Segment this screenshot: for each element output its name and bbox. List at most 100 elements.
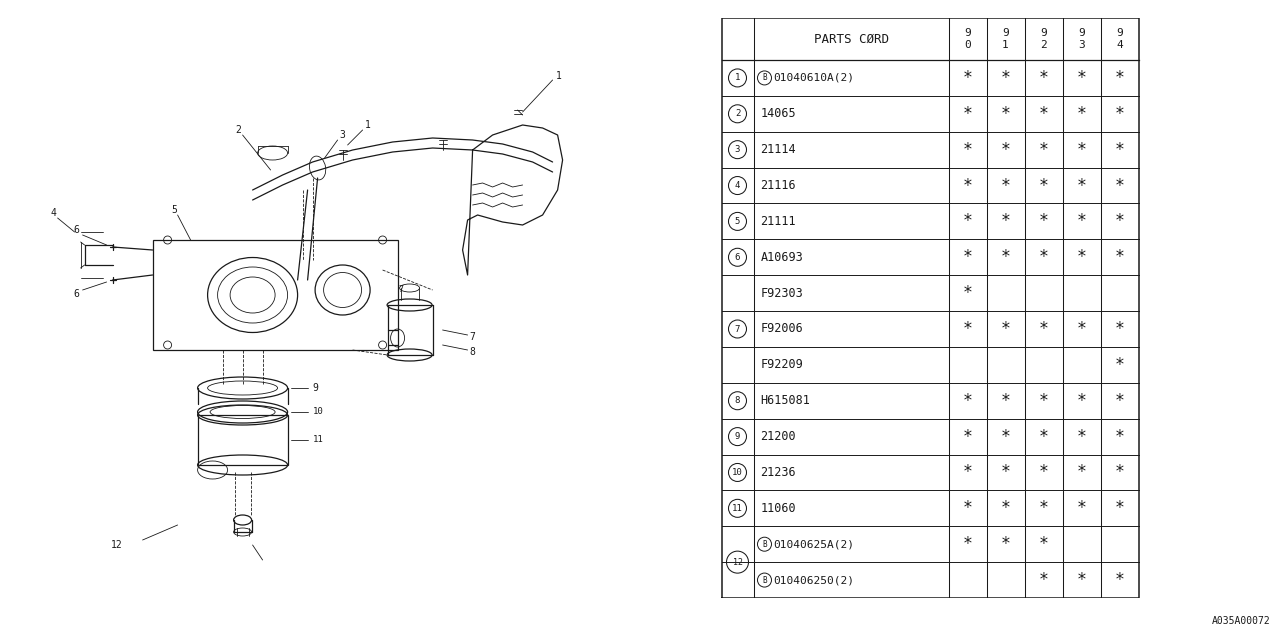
- Text: *: *: [1038, 428, 1048, 445]
- Text: *: *: [1038, 571, 1048, 589]
- Text: *: *: [1115, 320, 1125, 338]
- Text: *: *: [1001, 141, 1010, 159]
- Text: *: *: [1115, 141, 1125, 159]
- Text: B: B: [762, 575, 767, 584]
- Text: *: *: [1001, 105, 1010, 123]
- Text: 9
0: 9 0: [964, 28, 970, 50]
- Text: B: B: [762, 540, 767, 548]
- Text: *: *: [1001, 392, 1010, 410]
- Text: 10: 10: [732, 468, 742, 477]
- Text: F92303: F92303: [760, 287, 804, 300]
- Text: 2: 2: [236, 125, 242, 135]
- Text: *: *: [1001, 428, 1010, 445]
- Text: *: *: [1038, 463, 1048, 481]
- Text: 8: 8: [735, 396, 740, 405]
- Text: 9
2: 9 2: [1041, 28, 1047, 50]
- Text: *: *: [1115, 356, 1125, 374]
- Text: *: *: [1001, 535, 1010, 553]
- Text: *: *: [1038, 177, 1048, 195]
- Text: *: *: [1038, 69, 1048, 87]
- Text: *: *: [1001, 69, 1010, 87]
- Text: *: *: [1038, 535, 1048, 553]
- Text: 9: 9: [735, 432, 740, 441]
- Text: 10: 10: [312, 408, 324, 417]
- Text: 010406250(2): 010406250(2): [773, 575, 855, 585]
- Text: *: *: [1001, 248, 1010, 266]
- Text: *: *: [1115, 105, 1125, 123]
- Text: 21114: 21114: [760, 143, 796, 156]
- Text: *: *: [963, 69, 973, 87]
- Text: 9
4: 9 4: [1116, 28, 1123, 50]
- Text: 9: 9: [312, 383, 319, 393]
- Text: *: *: [1115, 177, 1125, 195]
- Text: 2: 2: [735, 109, 740, 118]
- Text: F92006: F92006: [760, 323, 804, 335]
- Text: *: *: [963, 428, 973, 445]
- Text: *: *: [1076, 69, 1087, 87]
- Text: B: B: [762, 74, 767, 83]
- Text: *: *: [1001, 212, 1010, 230]
- Text: 21116: 21116: [760, 179, 796, 192]
- Text: *: *: [1038, 105, 1048, 123]
- Text: *: *: [1076, 392, 1087, 410]
- Text: *: *: [1076, 248, 1087, 266]
- Text: 8: 8: [470, 347, 476, 357]
- Text: 9
1: 9 1: [1002, 28, 1009, 50]
- Text: 11060: 11060: [760, 502, 796, 515]
- Text: *: *: [1038, 248, 1048, 266]
- Text: *: *: [1038, 212, 1048, 230]
- Text: *: *: [1076, 320, 1087, 338]
- Text: *: *: [1038, 499, 1048, 517]
- Text: PARTS CØRD: PARTS CØRD: [814, 33, 888, 45]
- Text: 3: 3: [339, 130, 346, 140]
- Text: 1: 1: [735, 74, 740, 83]
- Text: *: *: [1076, 177, 1087, 195]
- Text: *: *: [1001, 499, 1010, 517]
- Text: *: *: [1001, 177, 1010, 195]
- Text: 21200: 21200: [760, 430, 796, 443]
- Text: 7: 7: [470, 332, 476, 342]
- Text: 6: 6: [74, 289, 79, 299]
- Text: *: *: [1115, 248, 1125, 266]
- Text: *: *: [1076, 212, 1087, 230]
- Text: 21236: 21236: [760, 466, 796, 479]
- Text: *: *: [963, 177, 973, 195]
- Text: 3: 3: [735, 145, 740, 154]
- Text: 01040625A(2): 01040625A(2): [773, 539, 855, 549]
- Text: 1: 1: [556, 71, 562, 81]
- Text: *: *: [963, 141, 973, 159]
- Text: *: *: [1115, 463, 1125, 481]
- Text: A035A00072: A035A00072: [1212, 616, 1271, 626]
- Text: 7: 7: [735, 324, 740, 333]
- Text: *: *: [1076, 141, 1087, 159]
- Text: *: *: [963, 535, 973, 553]
- Text: *: *: [1038, 320, 1048, 338]
- Text: *: *: [963, 105, 973, 123]
- Text: 01040610A(2): 01040610A(2): [773, 73, 855, 83]
- Text: 11: 11: [312, 435, 324, 445]
- Text: *: *: [963, 320, 973, 338]
- Text: 12: 12: [111, 540, 123, 550]
- Text: *: *: [963, 284, 973, 302]
- Text: *: *: [1115, 69, 1125, 87]
- Text: *: *: [1115, 392, 1125, 410]
- Text: *: *: [1115, 428, 1125, 445]
- Text: *: *: [1076, 105, 1087, 123]
- Text: *: *: [1076, 499, 1087, 517]
- Text: 9
3: 9 3: [1078, 28, 1085, 50]
- Text: *: *: [1038, 141, 1048, 159]
- Text: *: *: [1076, 463, 1087, 481]
- Text: *: *: [1076, 428, 1087, 445]
- Text: A10693: A10693: [760, 251, 804, 264]
- Text: *: *: [1115, 212, 1125, 230]
- Text: 1: 1: [365, 120, 370, 130]
- Text: 4: 4: [735, 181, 740, 190]
- Text: *: *: [963, 248, 973, 266]
- Text: 11: 11: [732, 504, 742, 513]
- Text: F92209: F92209: [760, 358, 804, 371]
- Text: *: *: [1038, 392, 1048, 410]
- Text: *: *: [1115, 571, 1125, 589]
- Text: *: *: [1076, 571, 1087, 589]
- Text: H615081: H615081: [760, 394, 810, 407]
- Text: 4: 4: [51, 208, 56, 218]
